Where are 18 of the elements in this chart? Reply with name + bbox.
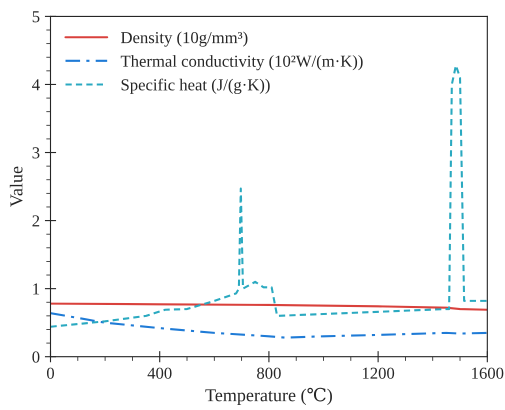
y-tick-label: 0 bbox=[32, 351, 40, 363]
y-tick-label: 5 bbox=[32, 11, 40, 22]
y-tick-label: 3 bbox=[32, 147, 40, 158]
legend-label: Thermal conductivity (10²W/(m·K)) bbox=[120, 55, 363, 70]
y-axis-title: Value bbox=[10, 166, 23, 207]
y-tick-label: 2 bbox=[32, 215, 40, 226]
legend-label: Specific heat (J/(g·K)) bbox=[122, 78, 270, 94]
x-axis-title: Temperature (℃) bbox=[205, 388, 332, 406]
x-tick-label: 800 bbox=[257, 368, 281, 379]
x-tick-label: 400 bbox=[148, 368, 172, 379]
y-tick-label: 1 bbox=[33, 283, 40, 294]
line-series bbox=[50, 302, 488, 311]
y-tick-label: 4 bbox=[32, 79, 40, 90]
line-series bbox=[50, 312, 488, 339]
x-tick-label: 1200 bbox=[362, 368, 394, 379]
x-tick-label: 1600 bbox=[472, 368, 504, 379]
legend-label: Density (10g/mm³) bbox=[120, 32, 248, 47]
x-tick-label: 0 bbox=[46, 368, 54, 379]
